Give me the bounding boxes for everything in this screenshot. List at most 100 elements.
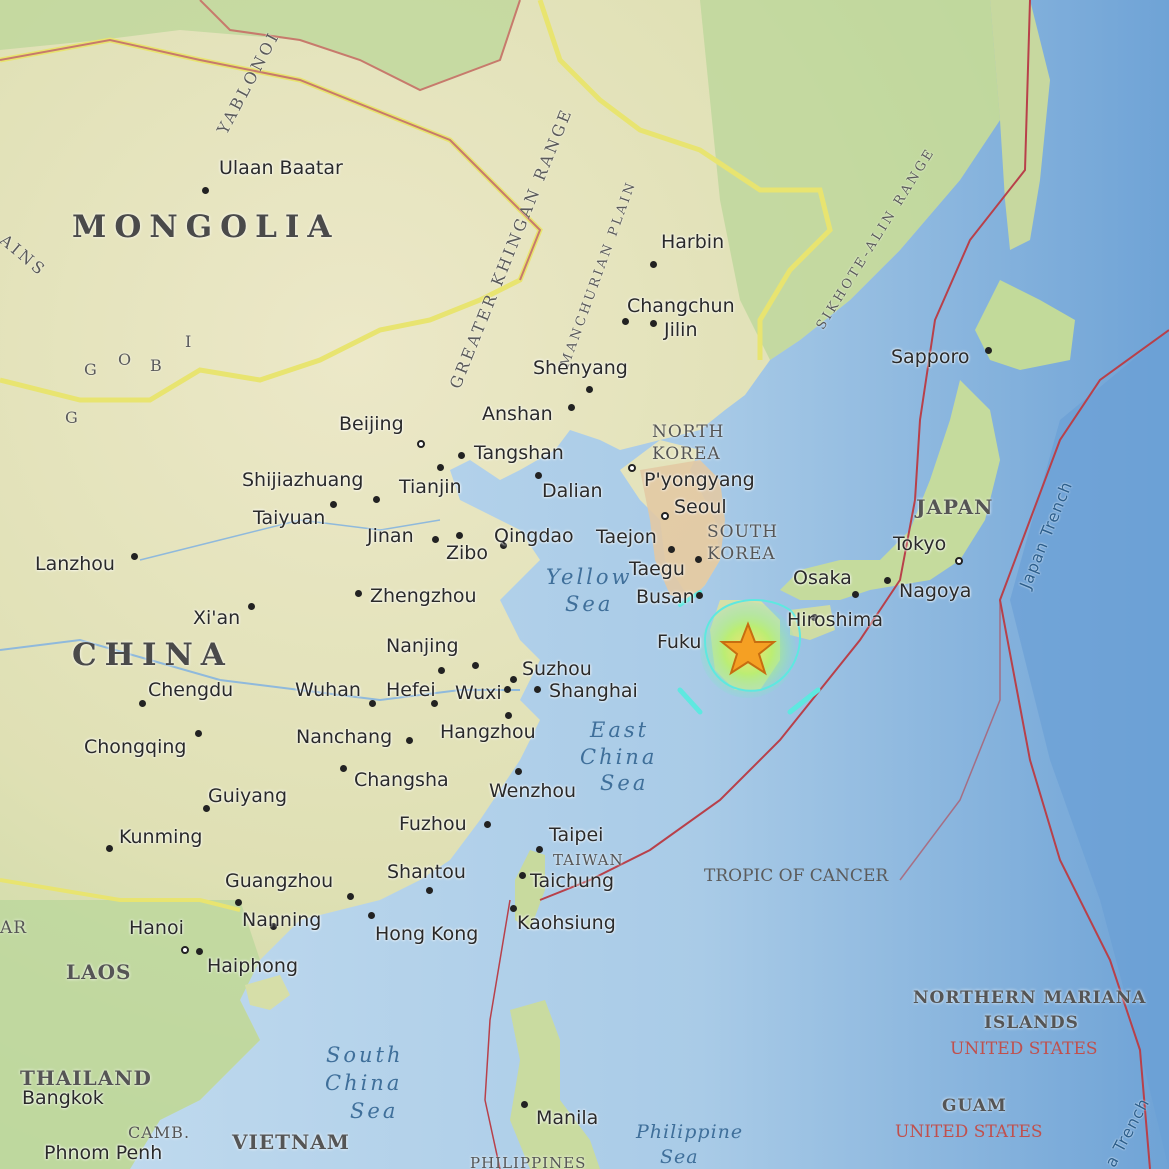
city-dot[interactable] xyxy=(270,923,277,930)
sea-label-philippine-1: Philippine xyxy=(636,1121,744,1143)
country-label-taiwan: TAIWAN xyxy=(553,851,624,869)
country-label-japan: JAPAN xyxy=(916,495,994,519)
city-dot[interactable] xyxy=(196,948,203,955)
country-label-laos: LAOS xyxy=(66,960,132,984)
country-label-philippines: PHILIPPINES xyxy=(470,1154,587,1169)
star-icon[interactable] xyxy=(718,620,778,680)
country-label-cambodia: CAMB. xyxy=(128,1123,191,1142)
intensity-arc-se xyxy=(787,687,821,715)
city-dot[interactable] xyxy=(586,386,593,393)
city-dot[interactable] xyxy=(438,667,445,674)
city-dot[interactable] xyxy=(622,318,629,325)
city-dot[interactable] xyxy=(203,805,210,812)
city-label-taipei: Taipei xyxy=(549,824,604,846)
city-label-bangkok: Bangkok xyxy=(22,1087,104,1109)
city-label-shantou: Shantou xyxy=(387,861,466,883)
city-dot[interactable] xyxy=(235,899,242,906)
capital-dot[interactable] xyxy=(417,440,425,448)
sea-label-yellow-1: Yellow xyxy=(546,565,633,589)
city-dot[interactable] xyxy=(668,546,675,553)
city-dot[interactable] xyxy=(852,591,859,598)
city-dot[interactable] xyxy=(500,542,507,549)
city-label-chongqing: Chongqing xyxy=(84,736,187,758)
city-dot[interactable] xyxy=(202,187,209,194)
capital-dot[interactable] xyxy=(661,512,669,520)
capital-dot[interactable] xyxy=(628,464,636,472)
city-dot[interactable] xyxy=(484,821,491,828)
city-label-kaohsiung: Kaohsiung xyxy=(517,912,616,934)
city-dot[interactable] xyxy=(534,686,541,693)
city-dot[interactable] xyxy=(456,532,463,539)
city-dot[interactable] xyxy=(373,496,380,503)
city-dot[interactable] xyxy=(347,893,354,900)
country-label-thailand: THAILAND xyxy=(20,1066,152,1090)
city-label-phnompenh: Phnom Penh xyxy=(44,1142,163,1164)
city-dot[interactable] xyxy=(510,905,517,912)
city-label-sapporo: Sapporo xyxy=(891,346,970,368)
city-dot[interactable] xyxy=(519,872,526,879)
feature-label-gobi-5: G xyxy=(65,408,81,427)
city-dot[interactable] xyxy=(432,536,439,543)
city-label-hiroshima: Hiroshima xyxy=(787,609,883,631)
city-label-dalian: Dalian xyxy=(542,480,603,502)
city-dot[interactable] xyxy=(195,730,202,737)
feature-label-gobi-3: B xyxy=(150,356,165,375)
city-dot[interactable] xyxy=(504,686,511,693)
city-label-kunming: Kunming xyxy=(119,826,203,848)
city-dot[interactable] xyxy=(406,737,413,744)
sea-label-south-china-3: Sea xyxy=(350,1099,399,1123)
city-dot[interactable] xyxy=(369,700,376,707)
city-dot[interactable] xyxy=(248,603,255,610)
hainan xyxy=(245,975,290,1010)
city-dot[interactable] xyxy=(515,768,522,775)
city-dot[interactable] xyxy=(426,887,433,894)
city-label-harbin: Harbin xyxy=(661,231,725,253)
plate-boundary-east xyxy=(998,329,1169,1169)
plate-boundary-west xyxy=(539,0,1031,901)
city-dot[interactable] xyxy=(696,592,703,599)
city-label-pyongyang: P'yongyang xyxy=(644,469,755,491)
taiwan-island xyxy=(515,850,545,930)
city-dot[interactable] xyxy=(650,320,657,327)
sea-label-east-china-2: China xyxy=(580,745,658,769)
city-dot[interactable] xyxy=(472,662,479,669)
city-dot[interactable] xyxy=(330,501,337,508)
city-dot[interactable] xyxy=(340,765,347,772)
city-dot[interactable] xyxy=(505,712,512,719)
city-dot[interactable] xyxy=(535,472,542,479)
city-dot[interactable] xyxy=(811,614,818,621)
capital-dot[interactable] xyxy=(181,946,189,954)
city-dot[interactable] xyxy=(458,452,465,459)
city-dot[interactable] xyxy=(695,556,702,563)
country-label-mongolia: MONGOLIA xyxy=(72,209,340,245)
city-dot[interactable] xyxy=(437,464,444,471)
city-dot[interactable] xyxy=(355,590,362,597)
city-dot[interactable] xyxy=(884,577,891,584)
country-label-north-korea-2: KOREA xyxy=(652,444,721,464)
country-label-south-korea-2: KOREA xyxy=(707,544,776,564)
city-dot[interactable] xyxy=(368,912,375,919)
city-dot[interactable] xyxy=(431,700,438,707)
city-dot[interactable] xyxy=(536,846,543,853)
city-label-guangzhou: Guangzhou xyxy=(225,870,334,892)
country-label-north-korea-1: NORTH xyxy=(652,422,725,442)
city-dot[interactable] xyxy=(985,347,992,354)
pacific-deep xyxy=(1010,330,1169,1169)
city-dot[interactable] xyxy=(131,553,138,560)
city-label-hangzhou: Hangzhou xyxy=(440,721,536,743)
city-dot[interactable] xyxy=(106,845,113,852)
city-label-tokyo: Tokyo xyxy=(893,533,947,555)
country-label-south-korea-1: SOUTH xyxy=(707,522,779,542)
capital-dot[interactable] xyxy=(955,557,963,565)
city-dot[interactable] xyxy=(139,700,146,707)
city-label-fukuoka: Fuku xyxy=(657,631,702,653)
city-dot[interactable] xyxy=(568,404,575,411)
city-label-lanzhou: Lanzhou xyxy=(35,553,115,575)
city-label-seoul: Seoul xyxy=(674,496,727,518)
city-dot[interactable] xyxy=(510,676,517,683)
city-dot[interactable] xyxy=(521,1101,528,1108)
city-label-chengdu: Chengdu xyxy=(148,679,234,701)
city-dot[interactable] xyxy=(650,261,657,268)
